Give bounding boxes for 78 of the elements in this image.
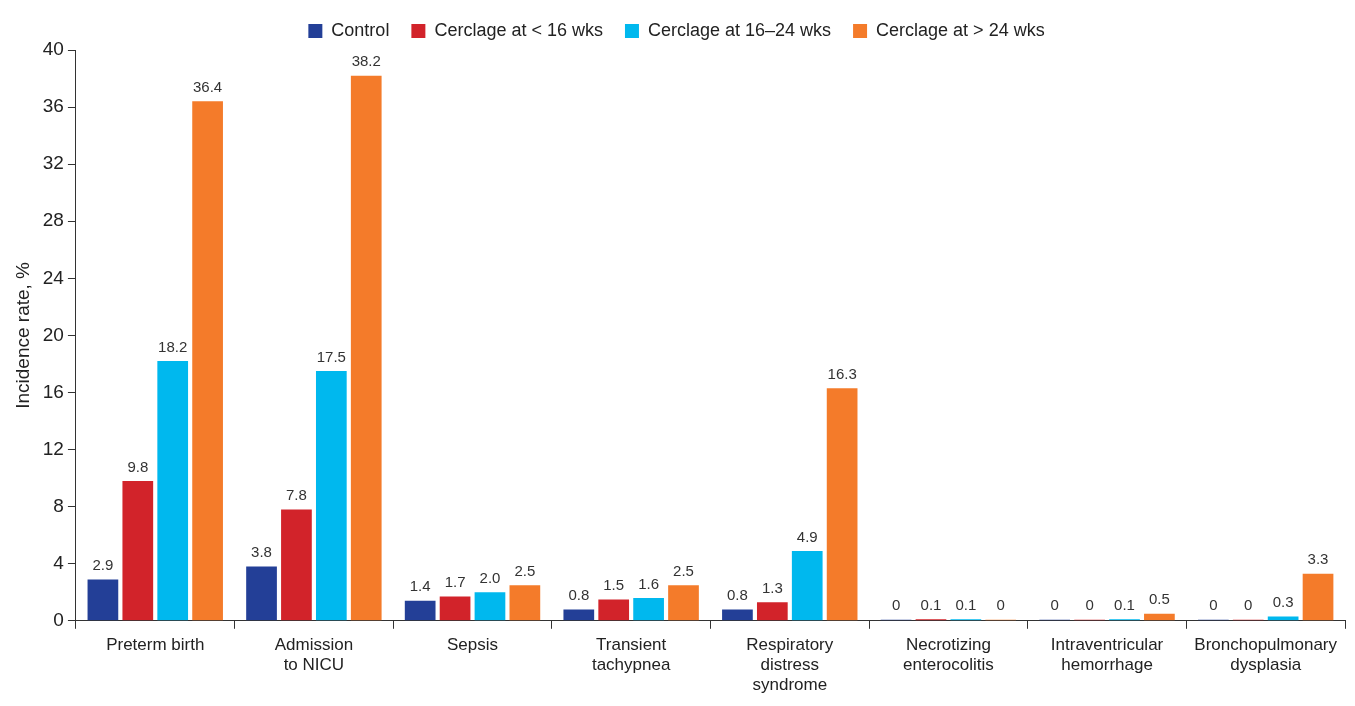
bar	[598, 599, 630, 621]
bar	[87, 579, 119, 621]
x-tick-label: Bronchopulmonary dysplasia	[1194, 634, 1338, 675]
y-tick-label: 24	[42, 266, 65, 288]
bar	[509, 585, 541, 621]
data-label: 3.3	[1307, 550, 1329, 568]
bar	[1144, 613, 1175, 621]
x-tick-label: Respiratory distress syndrome	[746, 634, 834, 695]
data-label: 3.8	[251, 543, 272, 561]
y-tick-label: 8	[53, 494, 64, 516]
data-label: 0.3	[1272, 593, 1294, 611]
y-tick-label: 12	[42, 437, 64, 459]
bar	[281, 509, 312, 621]
y-tick-label: 16	[42, 380, 64, 402]
data-label: 38.2	[351, 52, 381, 70]
bar	[474, 592, 506, 621]
y-tick-label: 28	[42, 209, 64, 231]
y-axis-title: Incidence rate, %	[11, 261, 33, 409]
data-label: 2.5	[673, 561, 694, 579]
data-label: 2.5	[514, 561, 536, 579]
legend-label: Cerclage at < 16 wks	[434, 19, 603, 40]
bar	[791, 550, 823, 621]
bar	[722, 609, 753, 621]
y-tick-label: 40	[42, 38, 64, 60]
x-tick-label: Admission to NICU	[274, 634, 354, 675]
data-label: 0.8	[568, 586, 590, 604]
y-tick-label: 0	[53, 609, 64, 631]
bar	[246, 566, 277, 621]
bar	[350, 75, 382, 621]
data-label: 1.5	[603, 576, 625, 594]
y-tick-label: 20	[42, 323, 64, 345]
data-label: 7.8	[286, 486, 307, 504]
data-label: 1.7	[444, 573, 466, 591]
x-tick-label: Intraventricular hemorrhage	[1050, 634, 1164, 675]
data-label: 0.8	[727, 586, 748, 604]
bar	[633, 597, 664, 621]
x-tick-label: Necrotizing enterocolitis	[903, 634, 994, 675]
y-tick-label: 4	[53, 551, 65, 573]
data-label: 0	[891, 596, 901, 614]
legend-label: Cerclage at > 24 wks	[876, 19, 1045, 40]
bar	[756, 602, 788, 621]
data-label: 0	[996, 596, 1005, 614]
data-label: 2.0	[479, 568, 501, 586]
data-label: 1.4	[409, 577, 431, 595]
data-label: 0	[1085, 596, 1094, 614]
bar	[563, 609, 595, 621]
x-tick-label: Preterm birth	[106, 634, 205, 654]
data-label: 1.3	[761, 578, 783, 596]
bar	[315, 371, 347, 621]
data-label: 0.1	[955, 596, 977, 614]
data-label: 0.1	[1114, 596, 1135, 614]
legend-label: Control	[331, 19, 390, 40]
data-label: 0.5	[1148, 590, 1170, 608]
data-label: 9.8	[127, 457, 149, 475]
data-label: 18.2	[158, 337, 188, 355]
bar	[1302, 573, 1334, 621]
bar	[404, 600, 436, 621]
y-tick-label: 32	[42, 152, 64, 174]
bar	[157, 361, 189, 621]
data-label: 0.1	[920, 596, 942, 614]
data-label: 0	[1050, 596, 1059, 614]
data-label: 1.6	[638, 574, 660, 592]
y-tick-label: 36	[42, 95, 64, 117]
x-tick-label: Transient tachypnea	[591, 634, 671, 675]
bar	[122, 480, 154, 621]
data-label: 0	[1244, 596, 1253, 614]
data-label: 36.4	[193, 78, 223, 96]
legend-label: Cerclage at 16–24 wks	[647, 19, 832, 40]
data-label: 4.9	[796, 527, 818, 545]
bar	[826, 388, 858, 621]
bar	[192, 101, 223, 621]
data-label: 0	[1209, 596, 1218, 614]
data-label: 16.3	[827, 364, 857, 382]
bar	[668, 585, 699, 621]
x-tick-label: Sepsis	[447, 634, 499, 654]
data-label: 2.9	[92, 556, 114, 574]
data-label: 17.5	[316, 347, 346, 365]
bar	[439, 596, 471, 621]
